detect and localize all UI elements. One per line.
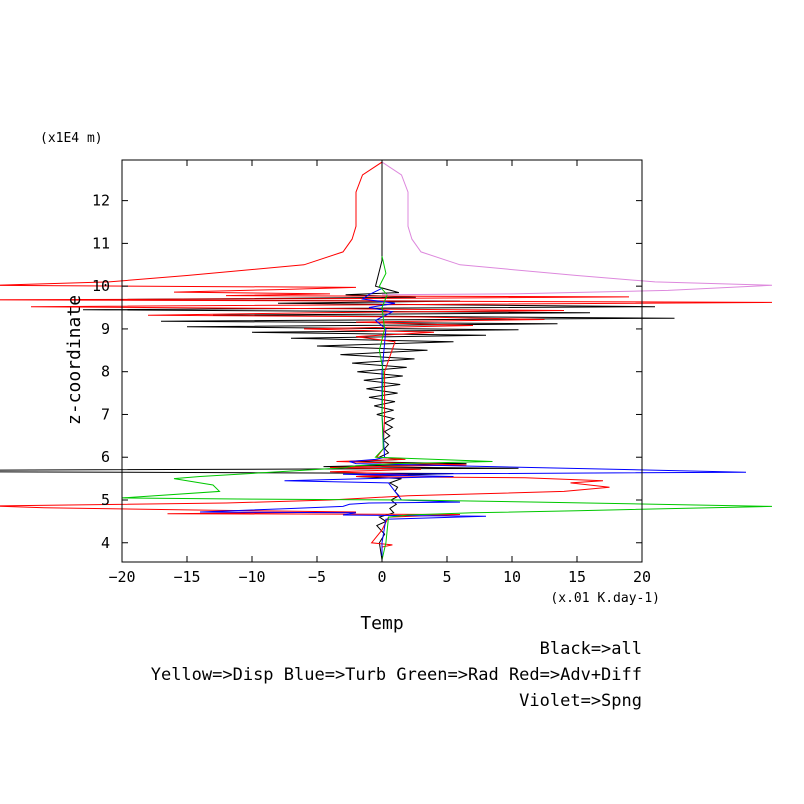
y-tick-label: 7 <box>101 405 110 423</box>
x-tick-label: 20 <box>633 568 651 586</box>
series-layer <box>0 161 773 561</box>
legend-line-components: Yellow=>Disp Blue=>Turb Green=>Rad Red=>… <box>151 665 642 685</box>
x-tick-label: 0 <box>377 568 386 586</box>
x-tick-label: −5 <box>308 568 326 586</box>
x-tick-label: −20 <box>108 568 135 586</box>
x-axis-units: (x.01 K.day-1) <box>550 591 660 606</box>
y-axis-units: (x1E4 m) <box>40 131 103 146</box>
series-line-3 <box>121 256 773 561</box>
y-tick-label: 4 <box>101 534 110 552</box>
y-tick-label: 10 <box>92 277 110 295</box>
ticks-layer: −20 −15 −10 −5 0 5 10 15 20 4 5 6 7 8 9 10 11 12 <box>92 160 651 586</box>
y-tick-label: 9 <box>101 320 110 338</box>
x-tick-label: −10 <box>238 568 265 586</box>
y-tick-label: 11 <box>92 234 110 252</box>
y-tick-label: 8 <box>101 363 110 381</box>
x-tick-label: −15 <box>173 568 200 586</box>
legend-line-all: Black=>all <box>540 639 642 659</box>
series-line-4 <box>381 161 773 296</box>
legend-line-sponge: Violet=>Spng <box>519 691 642 711</box>
series-line-2 <box>199 287 747 560</box>
y-tick-label: 5 <box>101 491 110 509</box>
x-tick-label: 10 <box>503 568 521 586</box>
x-axis-title: Temp <box>360 613 403 634</box>
y-tick-label: 12 <box>92 192 110 210</box>
x-tick-label: 15 <box>568 568 586 586</box>
y-axis-title: z-coordinate <box>64 295 85 425</box>
y-tick-label: 6 <box>101 448 110 466</box>
x-tick-label: 5 <box>442 568 451 586</box>
series-line-1 <box>0 161 773 560</box>
